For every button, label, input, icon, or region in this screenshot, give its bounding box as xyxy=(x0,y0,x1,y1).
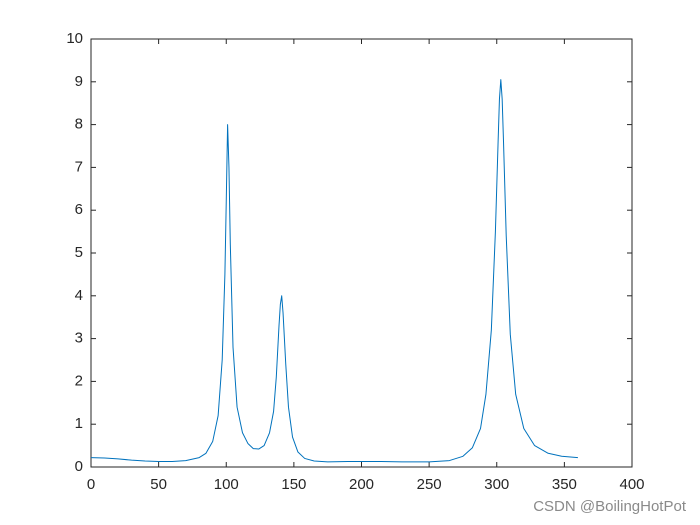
x-tick-label: 250 xyxy=(417,476,442,493)
x-tick-label: 200 xyxy=(349,476,374,493)
x-tick-label: 300 xyxy=(484,476,509,493)
y-tick-label: 8 xyxy=(75,116,83,133)
y-tick-label: 4 xyxy=(75,287,83,304)
x-tick-label: 50 xyxy=(150,476,167,493)
y-tick-label: 1 xyxy=(75,415,83,432)
data-line xyxy=(90,79,578,463)
x-tick-label: 400 xyxy=(619,476,644,493)
y-tick-label: 0 xyxy=(75,458,83,475)
y-tick-label: 2 xyxy=(75,372,83,389)
y-tick-label: 9 xyxy=(75,73,83,90)
watermark: CSDN @BoilingHotPot xyxy=(533,498,687,515)
x-tick-label: 100 xyxy=(214,476,239,493)
y-tick-label: 5 xyxy=(75,244,83,261)
y-tick-label: 10 xyxy=(66,30,83,47)
plot-box xyxy=(90,38,633,468)
x-tick-label: 150 xyxy=(281,476,306,493)
y-tick-label: 7 xyxy=(75,158,83,175)
y-tick-label: 6 xyxy=(75,201,83,218)
y-tick-label: 3 xyxy=(75,330,83,347)
x-tick-label: 350 xyxy=(552,476,577,493)
x-tick-label: 0 xyxy=(87,476,95,493)
